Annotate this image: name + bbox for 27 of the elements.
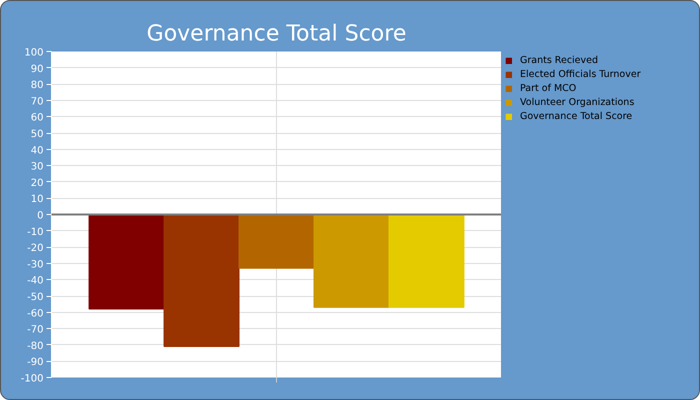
legend-label: Volunteer Organizations bbox=[520, 97, 634, 108]
y-tick-label: -60 bbox=[27, 308, 44, 320]
y-tick-label: 60 bbox=[30, 112, 44, 124]
y-tick-label: 90 bbox=[30, 64, 44, 75]
legend-label: Grants Recieved bbox=[520, 55, 598, 66]
y-tick-label: 10 bbox=[30, 194, 44, 206]
y-tick-label: -10 bbox=[27, 226, 44, 238]
y-tick-label: 50 bbox=[30, 129, 44, 140]
legend-label: Elected Officials Turnover bbox=[520, 69, 641, 80]
y-tick-label: 40 bbox=[30, 145, 44, 156]
y-tick-label: -20 bbox=[27, 243, 44, 254]
y-tick-label: -90 bbox=[27, 357, 44, 368]
y-tick-label: -70 bbox=[27, 324, 44, 336]
chart-title: Governance Total Score bbox=[146, 22, 406, 46]
y-tick-label: -100 bbox=[20, 374, 44, 384]
y-tick-label: -50 bbox=[27, 292, 44, 303]
y-tick-label: 30 bbox=[30, 162, 44, 173]
y-tick-label: -30 bbox=[27, 259, 44, 270]
legend-label: Part of MCO bbox=[520, 83, 576, 94]
y-tick-label: -80 bbox=[27, 340, 44, 352]
y-tick-label: 0 bbox=[37, 210, 44, 222]
y-tick-label: -40 bbox=[27, 276, 44, 287]
y-tick-label: 100 bbox=[24, 48, 44, 58]
legend-label: Governance Total Score bbox=[520, 111, 632, 122]
y-tick-label: 80 bbox=[30, 80, 44, 92]
y-tick-label: 70 bbox=[30, 96, 44, 108]
y-tick-label: 20 bbox=[30, 178, 44, 189]
